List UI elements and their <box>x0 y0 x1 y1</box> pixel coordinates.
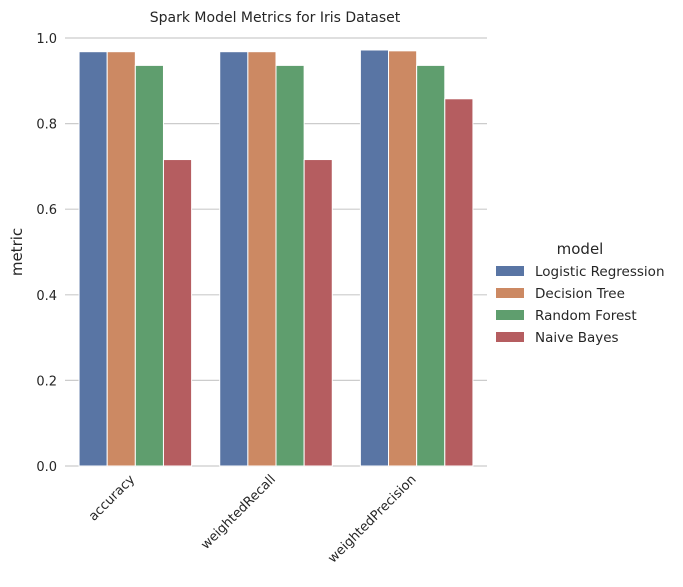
bar-random-forest-weightedPrecision <box>416 64 446 467</box>
bar-decision-tree-weightedRecall <box>247 51 277 467</box>
legend-swatch-0 <box>496 266 524 276</box>
legend-swatch-2 <box>496 310 524 320</box>
x-tick-weightedRecall: weightedRecall <box>198 472 279 553</box>
legend-item-2: Random Forest <box>535 308 637 324</box>
bar-naive-bayes-weightedRecall <box>303 159 333 467</box>
bar-logistic-regression-weightedPrecision <box>359 49 390 467</box>
legend-item-3: Naive Bayes <box>535 330 619 346</box>
bars <box>78 49 474 467</box>
y-tick-2: 0.4 <box>36 289 57 304</box>
bar-decision-tree-weightedPrecision <box>388 50 418 467</box>
legend-item-1: Decision Tree <box>535 286 625 302</box>
x-tick-weightedPrecision: weightedPrecision <box>325 472 419 566</box>
x-tick-labels: accuracy weightedRecall weightedPrecision <box>86 472 419 566</box>
bar-random-forest-weightedRecall <box>275 64 305 467</box>
y-tick-4: 0.8 <box>36 118 57 133</box>
bar-random-forest-accuracy <box>134 64 164 467</box>
bar-naive-bayes-weightedPrecision <box>444 98 474 467</box>
bar-naive-bayes-accuracy <box>162 159 193 467</box>
y-tick-3: 0.6 <box>36 203 57 218</box>
legend-swatch-3 <box>496 332 524 342</box>
legend: model Logistic Regression Decision Tree Ra… <box>496 240 665 346</box>
legend-swatch-1 <box>496 288 524 298</box>
y-tick-labels: 0.0 0.2 0.4 0.6 0.8 1.0 <box>36 32 57 475</box>
bar-logistic-regression-weightedRecall <box>219 51 249 467</box>
legend-item-0: Logistic Regression <box>535 264 665 280</box>
bar-logistic-regression-accuracy <box>78 51 108 467</box>
chart-title: Spark Model Metrics for Iris Dataset <box>150 10 401 26</box>
y-tick-5: 1.0 <box>36 32 57 47</box>
y-axis-label: metric <box>8 228 26 276</box>
x-tick-accuracy: accuracy <box>86 472 138 524</box>
bar-decision-tree-accuracy <box>106 51 136 467</box>
y-tick-0: 0.0 <box>36 460 57 475</box>
y-tick-1: 0.2 <box>36 374 57 389</box>
legend-title: model <box>557 240 604 258</box>
